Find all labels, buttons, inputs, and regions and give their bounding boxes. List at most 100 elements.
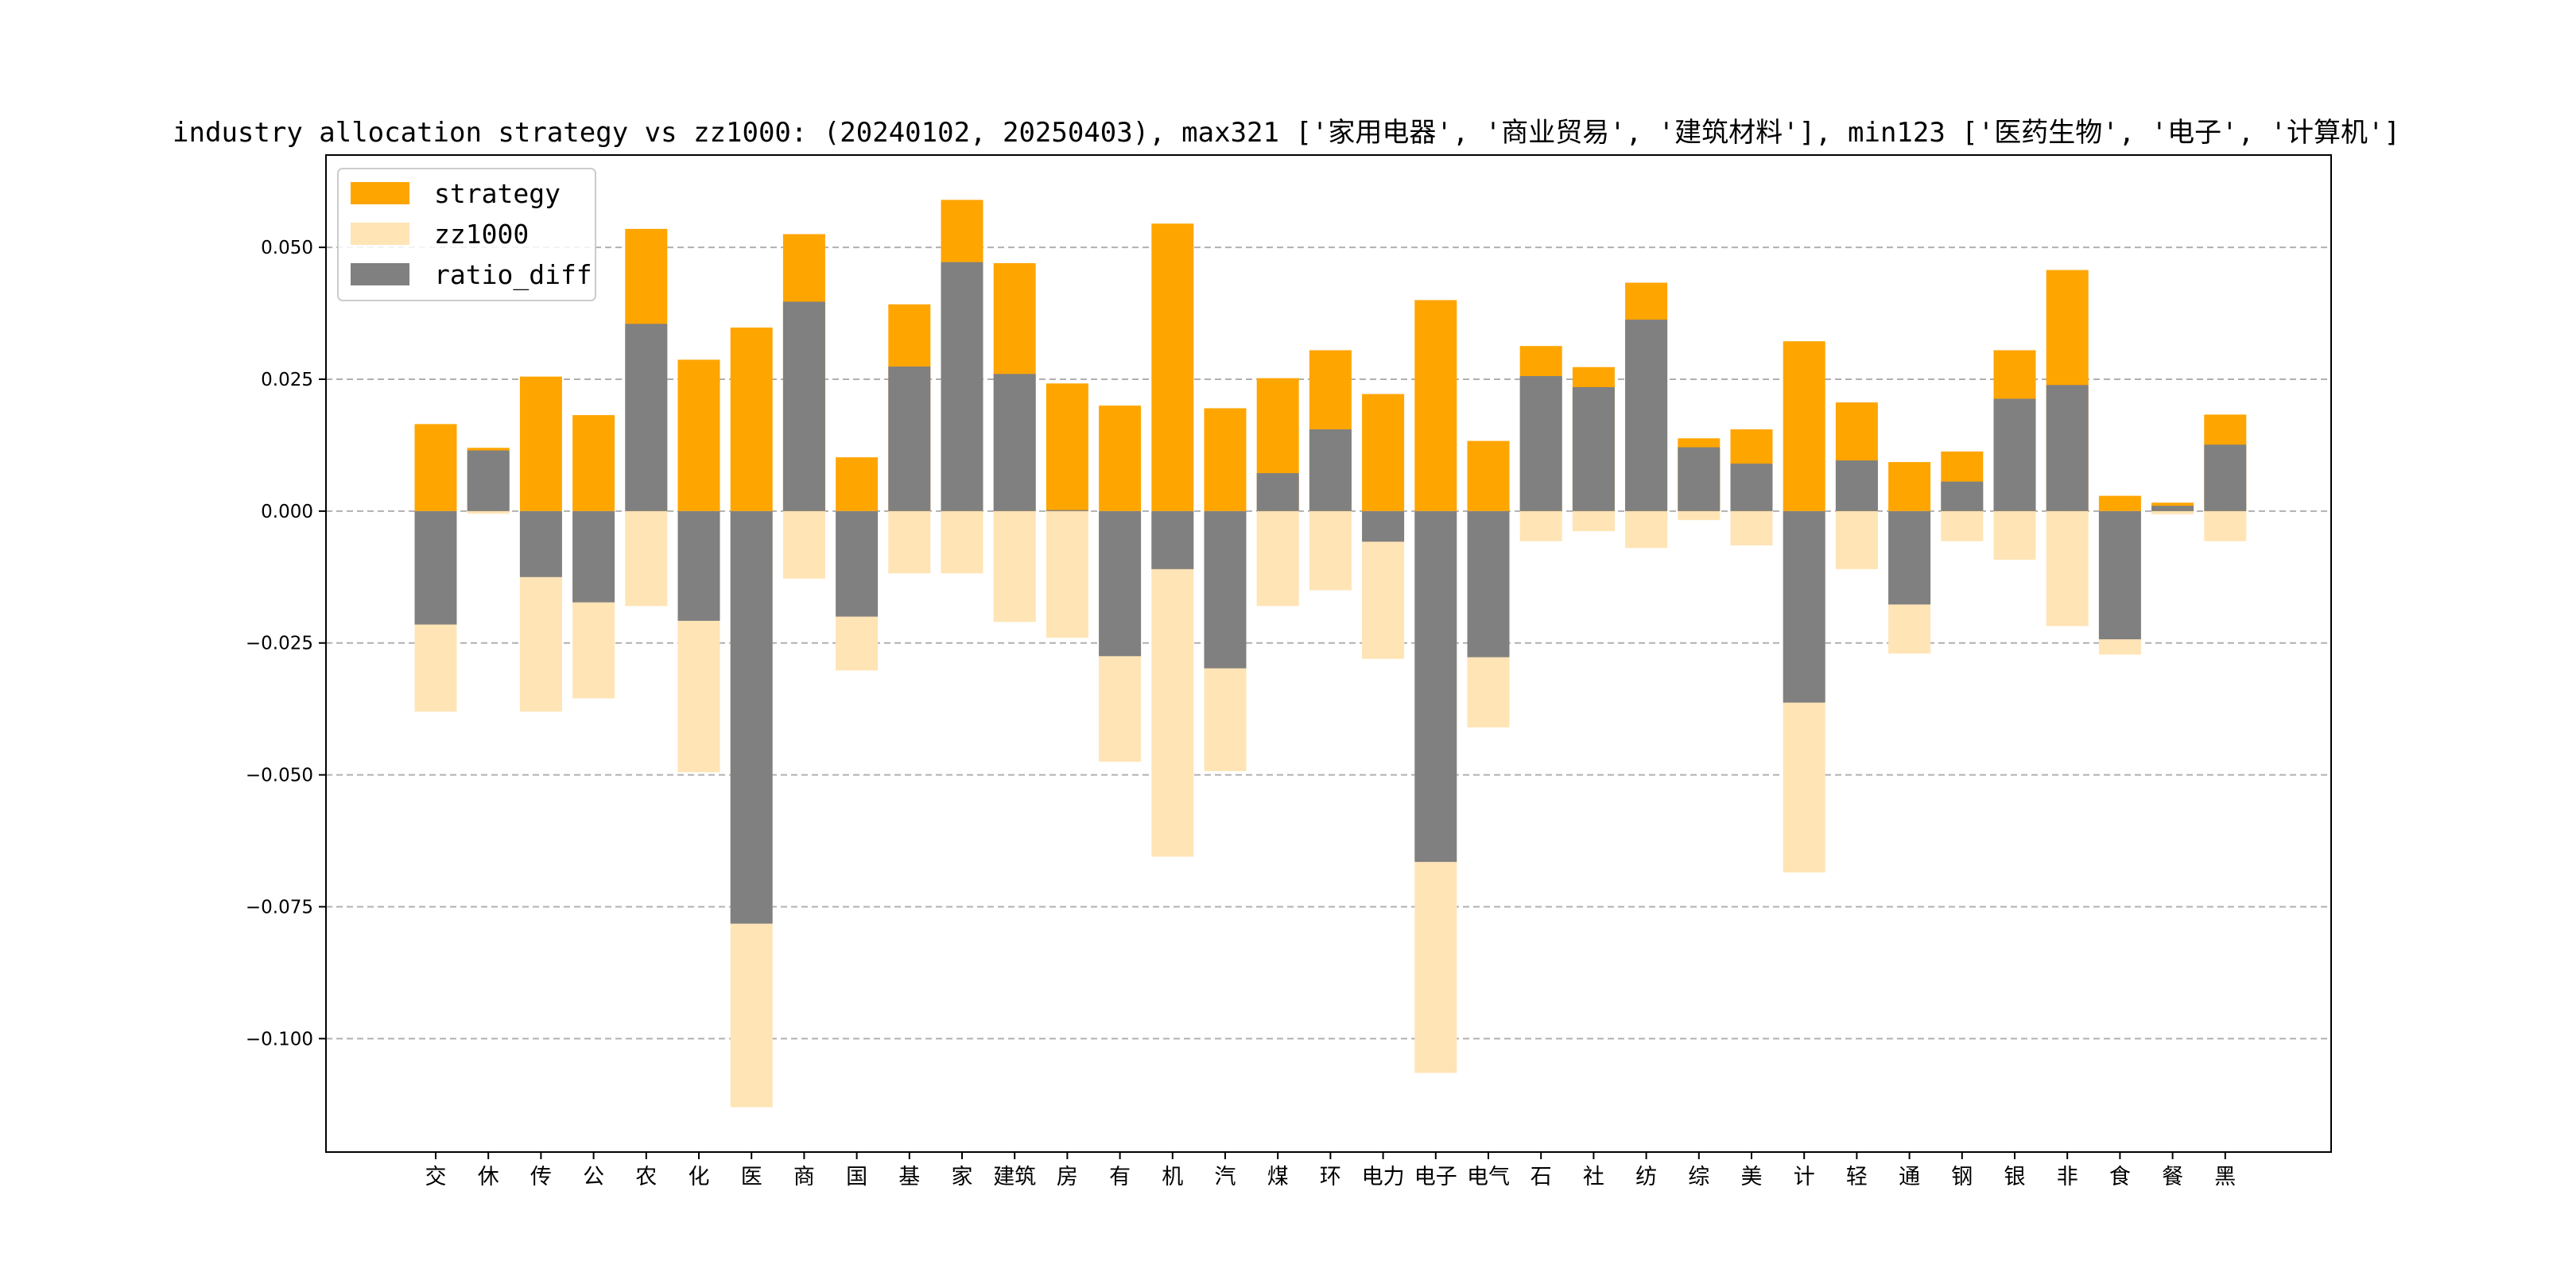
x-tick-label: 黑 <box>2214 1165 2236 1189</box>
x-tick-label: 钢 <box>1951 1165 1973 1189</box>
bar-strategy <box>1414 300 1457 511</box>
legend-label-ratio_diff: ratio_diff <box>434 259 592 291</box>
bar-ratio_diff <box>730 510 773 924</box>
bar-ratio_diff <box>2151 506 2194 511</box>
bar-ratio_diff <box>1993 398 2036 511</box>
bar-strategy <box>1099 405 1142 511</box>
bar-ratio_diff <box>1835 460 1878 511</box>
bar-strategy <box>1467 440 1510 511</box>
y-axis: 0.050 0.025 0.000 −0.025 −0.050 −0.075 −0.100 <box>246 238 326 1049</box>
bar-strategy <box>1151 223 1194 511</box>
x-tick-label: 有 <box>1109 1165 1131 1189</box>
x-tick-label: 公 <box>583 1165 604 1189</box>
legend-swatch-ratio_diff <box>351 263 409 285</box>
bar-zz1000 <box>1572 510 1615 532</box>
bar-strategy <box>1362 394 1405 511</box>
bar-zz1000 <box>2151 510 2194 514</box>
bar-ratio_diff <box>1204 510 1247 669</box>
x-tick-label: 国 <box>846 1165 867 1189</box>
bar-zz1000 <box>1625 510 1668 549</box>
bar-zz1000 <box>1046 510 1088 638</box>
plot-frame <box>325 154 2332 1153</box>
bar-ratio_diff <box>941 262 983 511</box>
bar-zz1000 <box>1256 510 1299 607</box>
bar-ratio_diff <box>2204 444 2247 511</box>
bar-zz1000 <box>625 510 668 607</box>
chart-title: industry allocation strategy vs zz1000: … <box>173 117 2400 149</box>
x-tick-label: 房 <box>1057 1165 1078 1189</box>
bar-ratio_diff <box>2046 385 2089 511</box>
x-tick-label: 电气 <box>1467 1165 1510 1189</box>
x-tick-label: 煤 <box>1267 1165 1289 1189</box>
x-tick-label: 纺 <box>1635 1165 1657 1189</box>
bar-zz1000 <box>1309 510 1352 591</box>
bar-zz1000 <box>1519 510 1562 541</box>
x-tick-label: 休 <box>478 1165 499 1189</box>
x-tick-label: 石 <box>1530 1165 1552 1189</box>
bar-ratio_diff <box>1467 510 1510 658</box>
y-tick-label: −0.100 <box>246 1029 313 1049</box>
x-tick-label: 美 <box>1741 1165 1763 1189</box>
legend-label-strategy: strategy <box>434 178 561 209</box>
y-tick-label: 0.000 <box>261 502 313 522</box>
bar-zz1000 <box>993 510 1036 623</box>
x-tick-label: 食 <box>2109 1165 2131 1189</box>
bar-ratio_diff <box>1362 510 1405 542</box>
x-tick-label: 电力 <box>1362 1165 1405 1189</box>
x-tick-label: 餐 <box>2162 1165 2183 1189</box>
x-tick-label: 医 <box>741 1165 762 1189</box>
bar-ratio_diff <box>1519 376 1562 511</box>
bar-ratio_diff <box>572 510 615 603</box>
bar-ratio_diff <box>1730 464 1773 511</box>
x-tick-label: 通 <box>1899 1165 1920 1189</box>
legend-label-zz1000: zz1000 <box>434 219 529 250</box>
bar-ratio_diff <box>519 510 562 577</box>
x-tick-label: 机 <box>1162 1165 1183 1189</box>
bar-zz1000 <box>1678 510 1721 521</box>
bars <box>414 200 2247 1108</box>
bar-ratio_diff <box>1783 510 1825 703</box>
bar-ratio_diff <box>1941 481 1984 511</box>
bar-strategy <box>2098 495 2141 511</box>
bar-zz1000 <box>888 510 931 574</box>
x-tick-label: 商 <box>793 1165 815 1189</box>
bar-ratio_diff <box>467 450 510 511</box>
x-axis: 交 休 传 公 农 化 医 商 国 基 家建筑房 有 机 汽 煤 环电力 电子 电气石 社 纺 综 美 计 轻 通 钢 银 非 食 餐 黑 <box>425 1152 2236 1189</box>
bar-zz1000 <box>1941 510 1984 541</box>
bar-ratio_diff <box>888 367 931 511</box>
bar-ratio_diff <box>836 510 879 617</box>
bar-strategy <box>730 327 773 511</box>
bar-ratio_diff <box>1256 473 1299 511</box>
bar-strategy <box>1783 341 1825 511</box>
bar-strategy <box>519 376 562 511</box>
legend-swatch-zz1000 <box>351 223 409 245</box>
bar-ratio_diff <box>1678 447 1721 511</box>
x-tick-label: 化 <box>689 1165 710 1189</box>
bar-strategy <box>677 359 720 511</box>
x-tick-label: 电子 <box>1414 1165 1457 1189</box>
bar-zz1000 <box>2046 510 2089 627</box>
bar-zz1000 <box>2204 510 2247 541</box>
x-tick-label: 农 <box>635 1165 657 1189</box>
y-tick-label: −0.025 <box>246 634 313 654</box>
bar-ratio_diff <box>1309 429 1352 511</box>
bar-strategy <box>414 424 457 511</box>
bar-zz1000 <box>941 510 983 574</box>
bar-zz1000 <box>467 510 510 514</box>
x-tick-label: 基 <box>898 1165 920 1189</box>
legend-swatch-strategy <box>351 182 409 204</box>
bar-ratio_diff <box>1151 510 1194 569</box>
bar-ratio_diff <box>782 301 825 511</box>
x-tick-label: 银 <box>2004 1165 2026 1189</box>
bar-ratio_diff <box>625 324 668 511</box>
bar-ratio_diff <box>1625 320 1668 511</box>
bar-zz1000 <box>1993 510 2036 560</box>
bar-ratio_diff <box>1572 386 1615 511</box>
x-tick-label: 交 <box>425 1165 447 1189</box>
bar-ratio_diff <box>1099 510 1142 657</box>
bar-ratio_diff <box>677 510 720 621</box>
x-tick-label: 建筑 <box>993 1165 1036 1189</box>
y-tick-label: −0.050 <box>246 766 313 786</box>
legend: strategy zz1000 ratio_diff <box>337 168 596 301</box>
